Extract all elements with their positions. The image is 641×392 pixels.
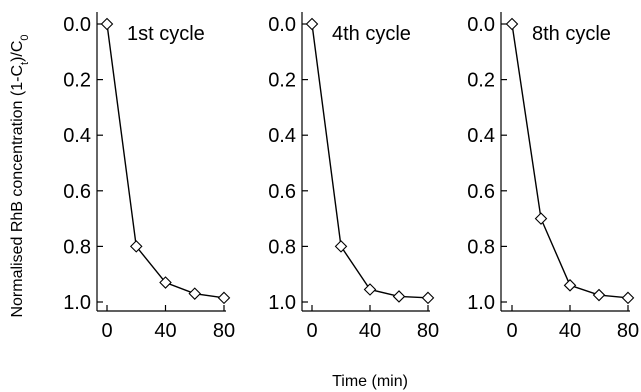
y-tick-label: 0.0 [467, 14, 495, 36]
y-tick-label: 0.6 [268, 181, 296, 203]
data-point [534, 212, 548, 225]
x-axis-title: Time (min) [332, 373, 408, 390]
x-tick-label: 0 [101, 320, 112, 342]
panel-3: 0.0 0.2 0.4 0.6 0.8 1.0 0 40 80 8th cycle [467, 12, 639, 342]
data-point [505, 17, 519, 31]
data-point [305, 17, 319, 31]
y-tick-label: 0.4 [268, 125, 296, 147]
series-line [106, 23, 225, 299]
data-point [363, 283, 377, 296]
y-tick-label: 0.6 [63, 181, 91, 203]
data-point [129, 240, 143, 253]
data-point [563, 279, 577, 292]
data-point [621, 291, 635, 305]
y-tick-label: 0.8 [63, 236, 91, 258]
x-tick-label: 40 [359, 320, 381, 342]
y-tick-label: 1.0 [268, 292, 296, 314]
data-point [334, 240, 348, 253]
y-axis-title-sub-0: 0 [19, 34, 31, 40]
x-tick-label: 40 [154, 320, 176, 342]
y-tick-label: 0.0 [63, 14, 91, 36]
data-point [592, 288, 606, 302]
y-tick-label: 0.4 [63, 125, 91, 147]
y-axis-title-sub-t: t [19, 62, 31, 65]
panel-title: 1st cycle [127, 23, 205, 45]
y-tick-label: 0.2 [63, 70, 91, 92]
y-tick-label: 0.4 [467, 125, 495, 147]
x-tick-label: 80 [213, 320, 235, 342]
y-tick-label: 1.0 [63, 292, 91, 314]
series-line [511, 23, 629, 299]
x-tick-label: 0 [506, 320, 517, 342]
data-point [217, 291, 231, 305]
data-point [392, 290, 406, 303]
x-tick-label: 80 [617, 320, 639, 342]
panel-1: 0.0 0.2 0.4 0.6 0.8 1.0 0 40 80 1st cycle [63, 12, 235, 342]
y-tick-label: 0.8 [467, 236, 495, 258]
y-tick-label: 0.2 [268, 70, 296, 92]
panel-title: 8th cycle [532, 23, 611, 45]
data-point [421, 291, 435, 305]
x-tick-label: 40 [559, 320, 581, 342]
y-tick-label: 0.8 [268, 236, 296, 258]
y-tick-label: 0.2 [467, 70, 495, 92]
y-axis-title-mid: )/C [9, 41, 26, 62]
x-tick-label: 80 [417, 320, 439, 342]
y-tick-label: 0.6 [467, 181, 495, 203]
panel-2: 0.0 0.2 0.4 0.6 0.8 1.0 0 40 80 4th cycle [268, 12, 439, 342]
y-tick-label: 0.0 [268, 14, 296, 36]
data-point [159, 276, 172, 289]
panel-title: 4th cycle [332, 23, 411, 45]
series-line [311, 23, 429, 299]
y-axis-title-main: Normalised RhB concentration (1-C [9, 65, 26, 318]
x-tick-label: 0 [306, 320, 317, 342]
data-point [188, 287, 202, 300]
y-axis-title: Normalised RhB concentration (1-Ct)/C0 [9, 34, 31, 317]
y-tick-label: 1.0 [467, 292, 495, 314]
data-point [100, 17, 114, 31]
